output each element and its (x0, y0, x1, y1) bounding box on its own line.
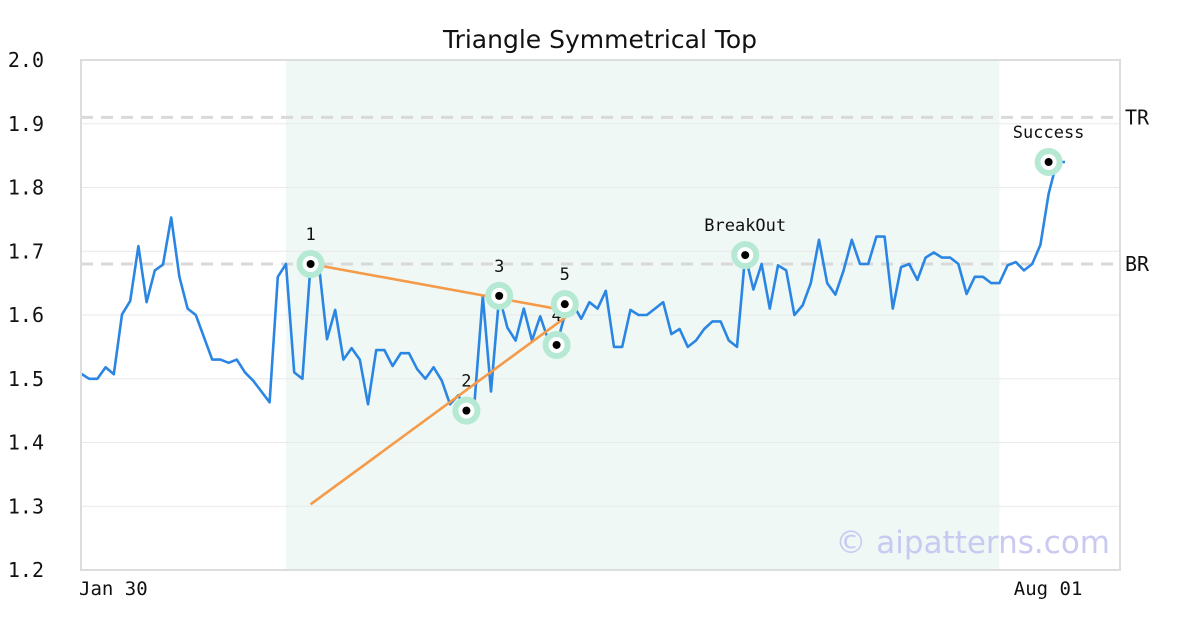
pattern-points: 1 2 3 4 5 BreakOut Success (296, 123, 1085, 425)
plot-frame (80, 59, 1121, 571)
reference-lines: TR BR (81, 105, 1150, 276)
point-label: 4 (551, 306, 561, 326)
x-axis-ticks: Jan 30 Aug 01 (79, 578, 1082, 600)
x-tick-label: Aug 01 (1014, 578, 1083, 600)
point-label: 5 (560, 265, 570, 285)
y-tick-label: 1.4 (8, 431, 44, 455)
reference-line-label: BR (1125, 252, 1150, 276)
point-label: BreakOut (704, 216, 786, 236)
y-tick-label: 1.8 (8, 176, 44, 200)
watermark: © aipatterns.com (835, 525, 1110, 561)
triangle-trendlines (309, 262, 574, 506)
point-marker (552, 340, 561, 349)
trendline (310, 262, 574, 314)
point-marker (495, 291, 504, 300)
point-label: 2 (461, 372, 471, 392)
x-tick-label: Jan 30 (79, 578, 148, 600)
point-label: 1 (305, 225, 315, 245)
y-tick-label: 1.5 (8, 367, 44, 391)
y-tick-label: 2.0 (8, 48, 44, 72)
grid (81, 59, 1120, 571)
y-tick-label: 1.9 (8, 112, 44, 136)
point-marker (462, 406, 471, 415)
point-label: Success (1013, 123, 1085, 143)
point-marker (1044, 158, 1053, 166)
chart-title: Triangle Symmetrical Top (442, 25, 757, 54)
reference-line-label: TR (1125, 105, 1150, 129)
point-label: 3 (494, 257, 504, 277)
y-tick-label: 1.7 (8, 239, 44, 263)
point-marker (306, 260, 315, 268)
y-tick-label: 1.6 (8, 303, 44, 327)
point-marker (741, 251, 750, 260)
trendline (309, 310, 574, 506)
y-axis-ticks: 1.2 1.3 1.4 1.5 1.6 1.7 1.8 1.9 2.0 (8, 48, 44, 582)
y-tick-label: 1.3 (8, 494, 44, 518)
y-tick-label: 1.2 (8, 558, 44, 582)
point-marker (560, 300, 569, 309)
